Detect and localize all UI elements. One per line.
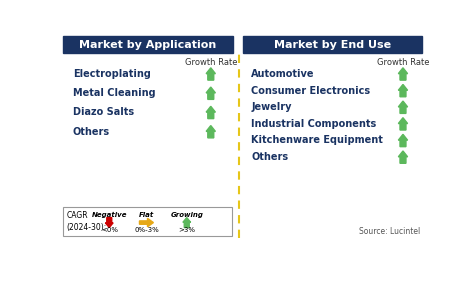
Polygon shape [398,101,407,113]
Polygon shape [206,87,215,99]
Text: Market by End Use: Market by End Use [274,40,391,50]
Polygon shape [139,218,154,227]
Text: Electroplating: Electroplating [73,69,151,79]
Text: Diazo Salts: Diazo Salts [73,108,134,117]
Text: Flat: Flat [139,212,154,218]
Text: Jewelry: Jewelry [251,102,292,112]
Text: Others: Others [73,127,110,137]
Text: Metal Cleaning: Metal Cleaning [73,88,155,98]
Polygon shape [398,85,407,97]
Text: Negative: Negative [91,212,127,218]
Bar [244,36,422,53]
Text: Growth Rate: Growth Rate [377,58,429,67]
Bar [63,36,233,53]
Text: Others: Others [251,152,288,162]
Polygon shape [398,118,407,130]
Polygon shape [398,151,407,163]
Text: <0%: <0% [101,227,118,233]
Text: Industrial Components: Industrial Components [251,119,376,129]
Polygon shape [206,106,215,119]
Bar [63,207,232,236]
Text: Source: Lucintel: Source: Lucintel [359,227,420,236]
Polygon shape [206,126,215,138]
Text: >3%: >3% [178,227,195,233]
Text: 0%-3%: 0%-3% [134,227,159,233]
Polygon shape [398,134,407,147]
Text: CAGR
(2024-30):: CAGR (2024-30): [66,211,107,232]
Polygon shape [183,217,191,228]
Text: Consumer Electronics: Consumer Electronics [251,85,370,96]
Polygon shape [206,68,215,80]
Polygon shape [106,217,113,228]
Text: Market by Application: Market by Application [80,40,217,50]
Text: Growing: Growing [171,212,203,218]
Polygon shape [398,68,407,80]
Text: Automotive: Automotive [251,69,315,79]
Text: Growth Rate: Growth Rate [185,58,237,67]
Text: Kitchenware Equipment: Kitchenware Equipment [251,136,383,146]
